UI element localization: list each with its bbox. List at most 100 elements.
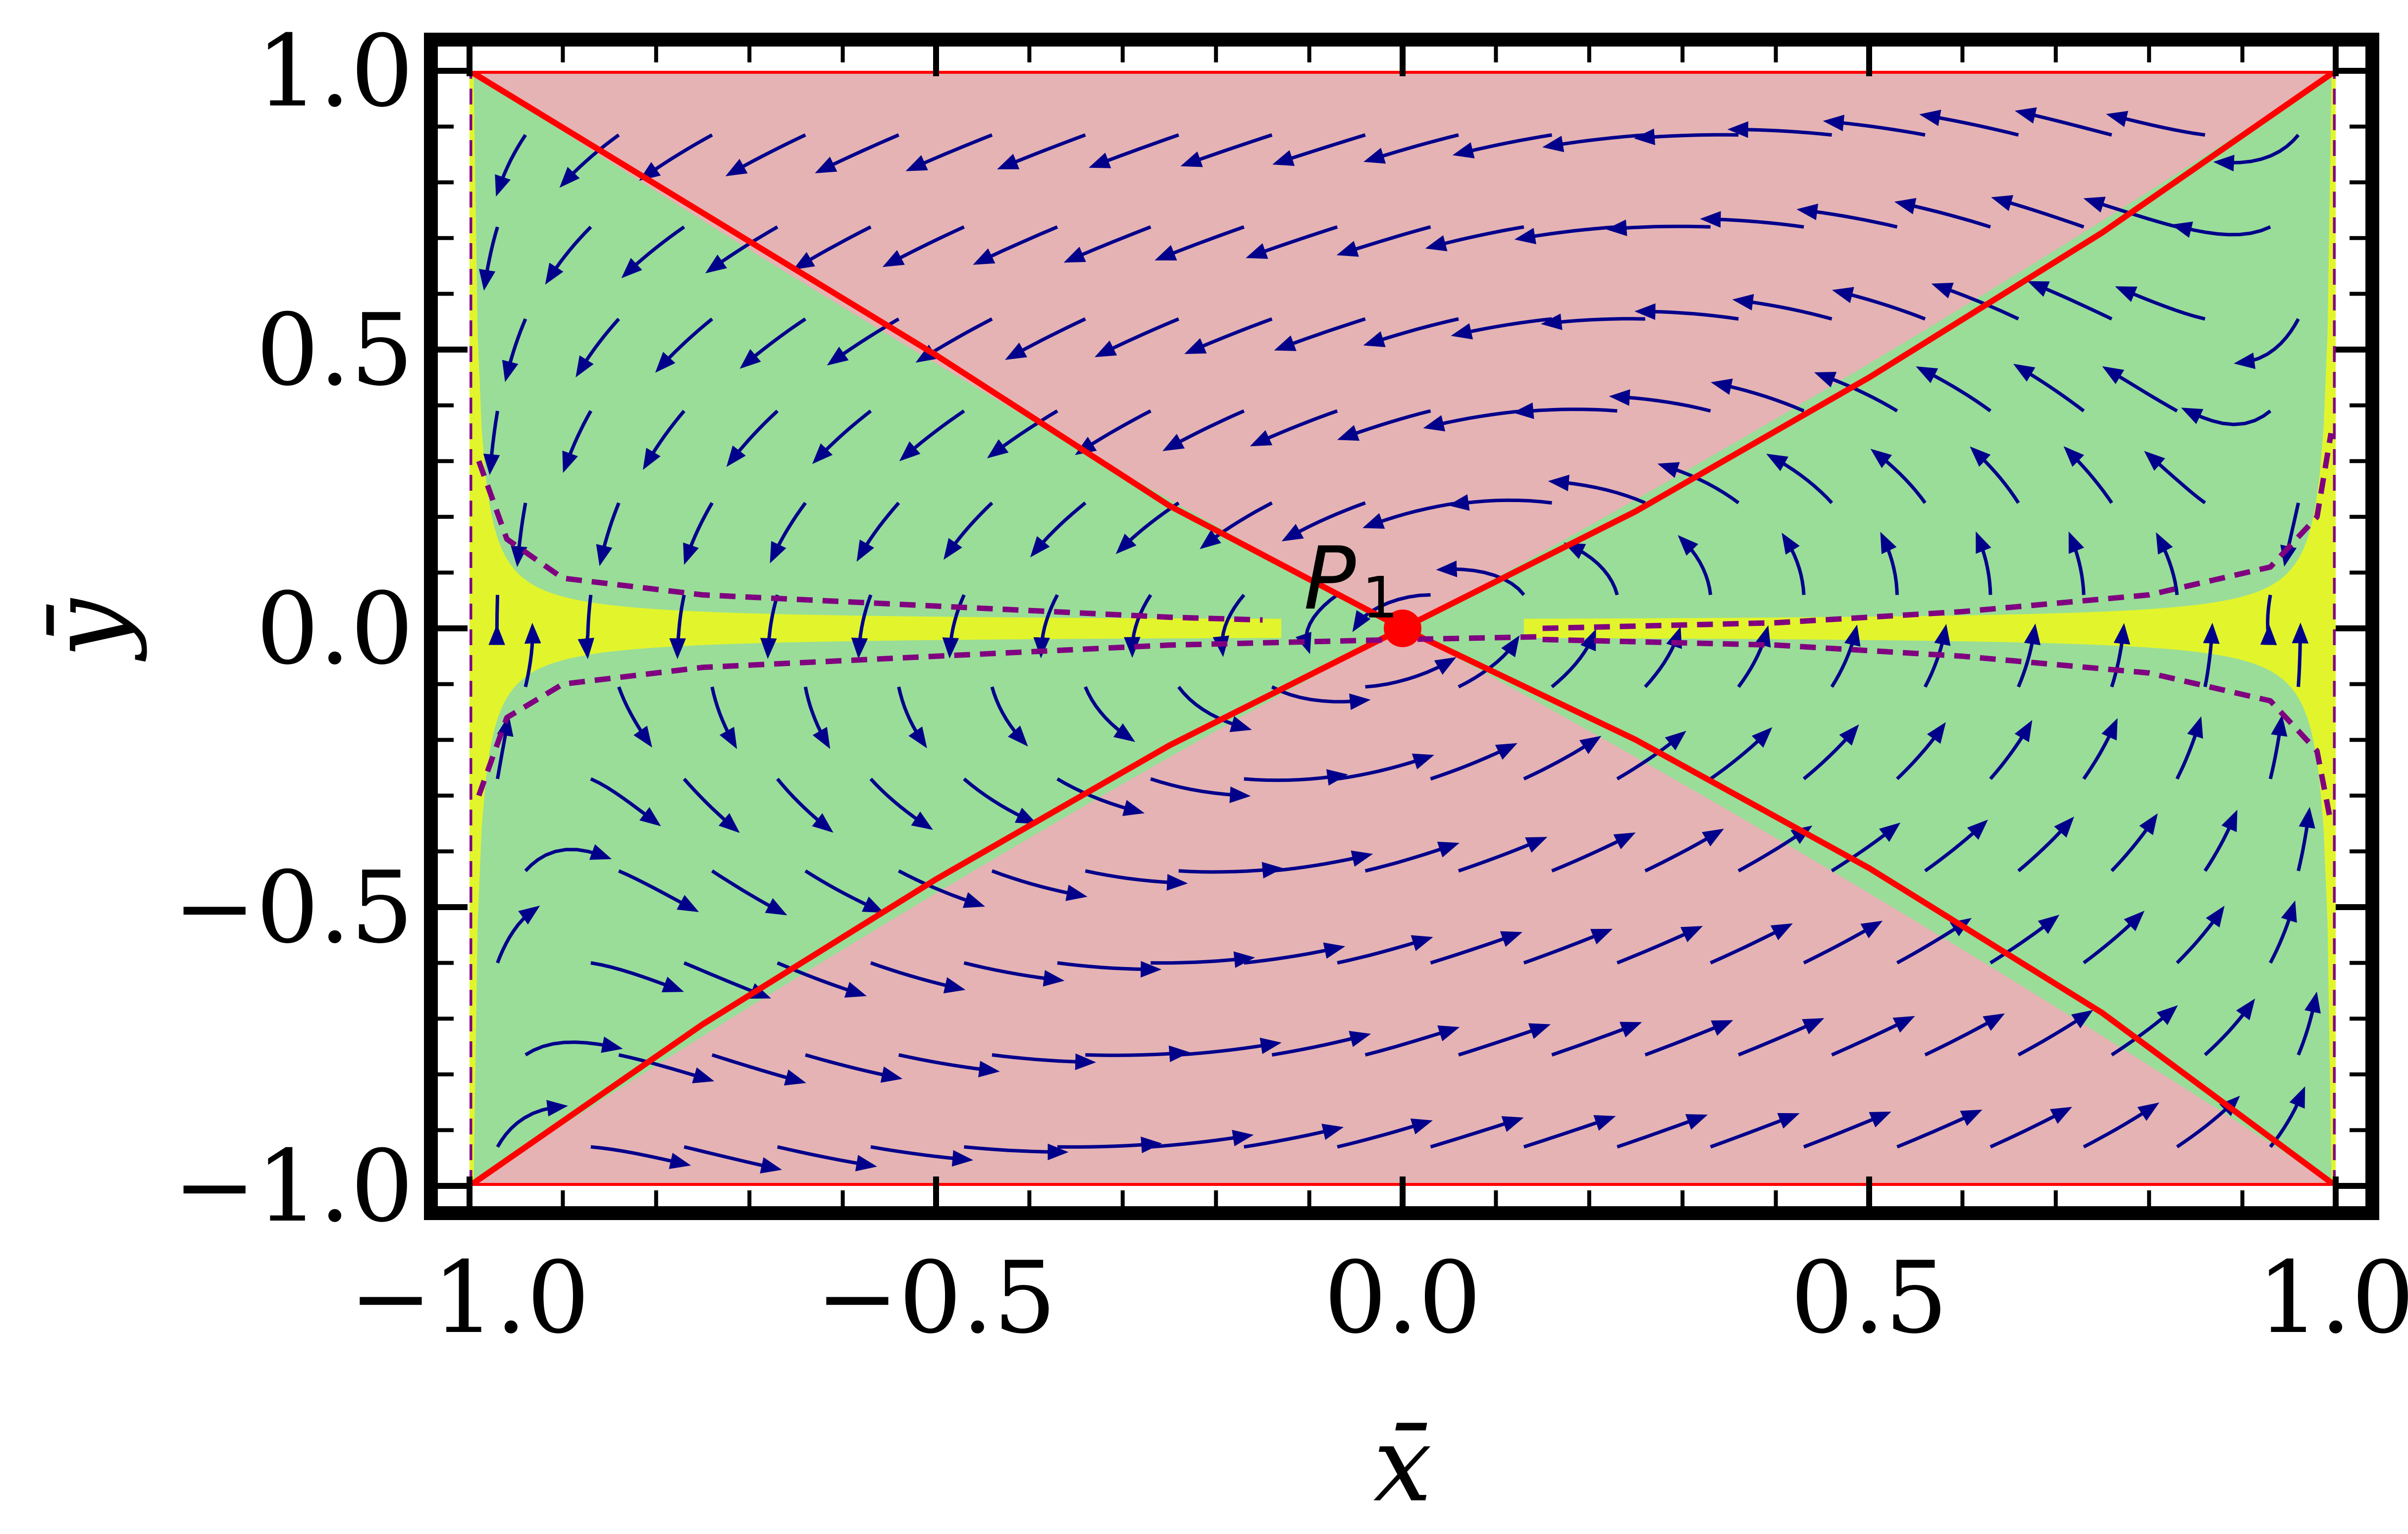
streamline xyxy=(1057,961,1162,978)
streamline xyxy=(760,594,780,659)
streamline xyxy=(1796,204,1898,229)
streamline xyxy=(1089,133,1179,168)
boundary-curve xyxy=(470,71,2336,1186)
boundary-curve xyxy=(1542,432,2334,631)
streamline xyxy=(1363,317,1459,348)
streamline xyxy=(1970,446,2020,504)
streamline xyxy=(1150,777,1251,803)
streamline xyxy=(2292,622,2309,687)
streamline xyxy=(882,225,965,267)
streamline xyxy=(803,686,831,749)
streamline xyxy=(1657,462,1740,505)
x-tick-label: −1.0 xyxy=(349,1240,590,1356)
streamline xyxy=(1180,133,1273,167)
streamline xyxy=(1363,133,1459,164)
streamline xyxy=(1803,920,1883,965)
streamline xyxy=(1513,402,1618,419)
streamline xyxy=(1115,501,1180,554)
streamline xyxy=(1551,629,1596,688)
streamline xyxy=(559,133,620,188)
streamline xyxy=(596,502,621,566)
streamline xyxy=(2269,1086,2305,1148)
x-tick-label: −0.5 xyxy=(816,1240,1056,1356)
streamline xyxy=(1916,366,1991,412)
streamline xyxy=(1458,1023,1551,1057)
streamline xyxy=(1548,474,1646,505)
streamline xyxy=(1831,1016,1915,1057)
streamline xyxy=(777,1145,877,1172)
streamline xyxy=(1896,918,1972,965)
streamline xyxy=(618,869,699,912)
streamline xyxy=(870,961,966,994)
streamline xyxy=(2106,110,2205,137)
streamline xyxy=(1802,724,1859,780)
streamline xyxy=(1452,133,1552,158)
streamline xyxy=(2083,1102,2159,1149)
streamline xyxy=(2017,623,2041,688)
streamline xyxy=(1436,561,1525,596)
streamline xyxy=(1095,317,1180,358)
streamline xyxy=(725,133,806,176)
streamline xyxy=(905,133,993,171)
streamline xyxy=(577,594,594,660)
streamline xyxy=(621,225,685,278)
streamline xyxy=(1364,1025,1460,1057)
streamline xyxy=(856,502,900,562)
streamline xyxy=(1541,313,1645,330)
y-tick-label: −0.5 xyxy=(173,850,414,966)
streamline xyxy=(2017,817,2074,872)
streamline xyxy=(1184,317,1273,354)
streamline xyxy=(2176,906,2225,965)
streamline xyxy=(683,502,714,565)
streamline xyxy=(1634,303,1739,321)
streamline xyxy=(1923,624,1951,688)
streamline xyxy=(669,594,686,660)
streamline xyxy=(1617,1114,1708,1149)
streamline xyxy=(1154,225,1245,261)
streamline xyxy=(1633,128,1739,146)
y-tick-label: 1.0 xyxy=(256,14,414,129)
streamline xyxy=(1551,1022,1642,1057)
streamline xyxy=(1423,409,1524,432)
ticks-layer xyxy=(438,47,2365,1206)
streamline xyxy=(991,869,1088,901)
streamline xyxy=(1430,1116,1524,1149)
streamline xyxy=(502,318,527,382)
streamline xyxy=(1272,133,1366,166)
streamline xyxy=(804,869,885,913)
streamline xyxy=(2068,531,2086,595)
streamline xyxy=(618,1053,715,1083)
streamline xyxy=(1162,409,1245,452)
streamline xyxy=(590,961,684,992)
streamline xyxy=(1766,454,1833,505)
streamline xyxy=(1430,743,1518,781)
streamline xyxy=(1989,720,2033,780)
streamline xyxy=(997,133,1086,170)
streamline xyxy=(639,133,713,181)
streamline xyxy=(1710,1113,1800,1149)
streamline xyxy=(711,869,787,916)
streamline xyxy=(1989,1107,2072,1149)
streamline xyxy=(2203,810,2238,872)
streamline xyxy=(869,777,933,830)
streamline xyxy=(1677,535,1713,595)
streamline xyxy=(1337,753,1434,781)
streamline xyxy=(973,225,1058,265)
streamline xyxy=(2171,221,2271,238)
streamline xyxy=(943,502,994,560)
region-yellow-right xyxy=(1523,71,2336,1186)
streamline xyxy=(990,686,1028,747)
x-tick-label: 0.0 xyxy=(1324,1240,1481,1356)
streamline xyxy=(705,225,779,273)
critical-point-label: P xyxy=(1304,529,1356,629)
streamline xyxy=(1814,371,1898,412)
streamline xyxy=(815,133,899,173)
streamline xyxy=(1832,287,1926,321)
streamline xyxy=(1737,825,1813,872)
streamline xyxy=(1896,1109,1983,1149)
streamline xyxy=(590,1145,691,1169)
streamline xyxy=(2268,900,2297,964)
streamline xyxy=(1931,282,2019,321)
streamline xyxy=(1919,109,2019,137)
streamline xyxy=(562,410,592,473)
